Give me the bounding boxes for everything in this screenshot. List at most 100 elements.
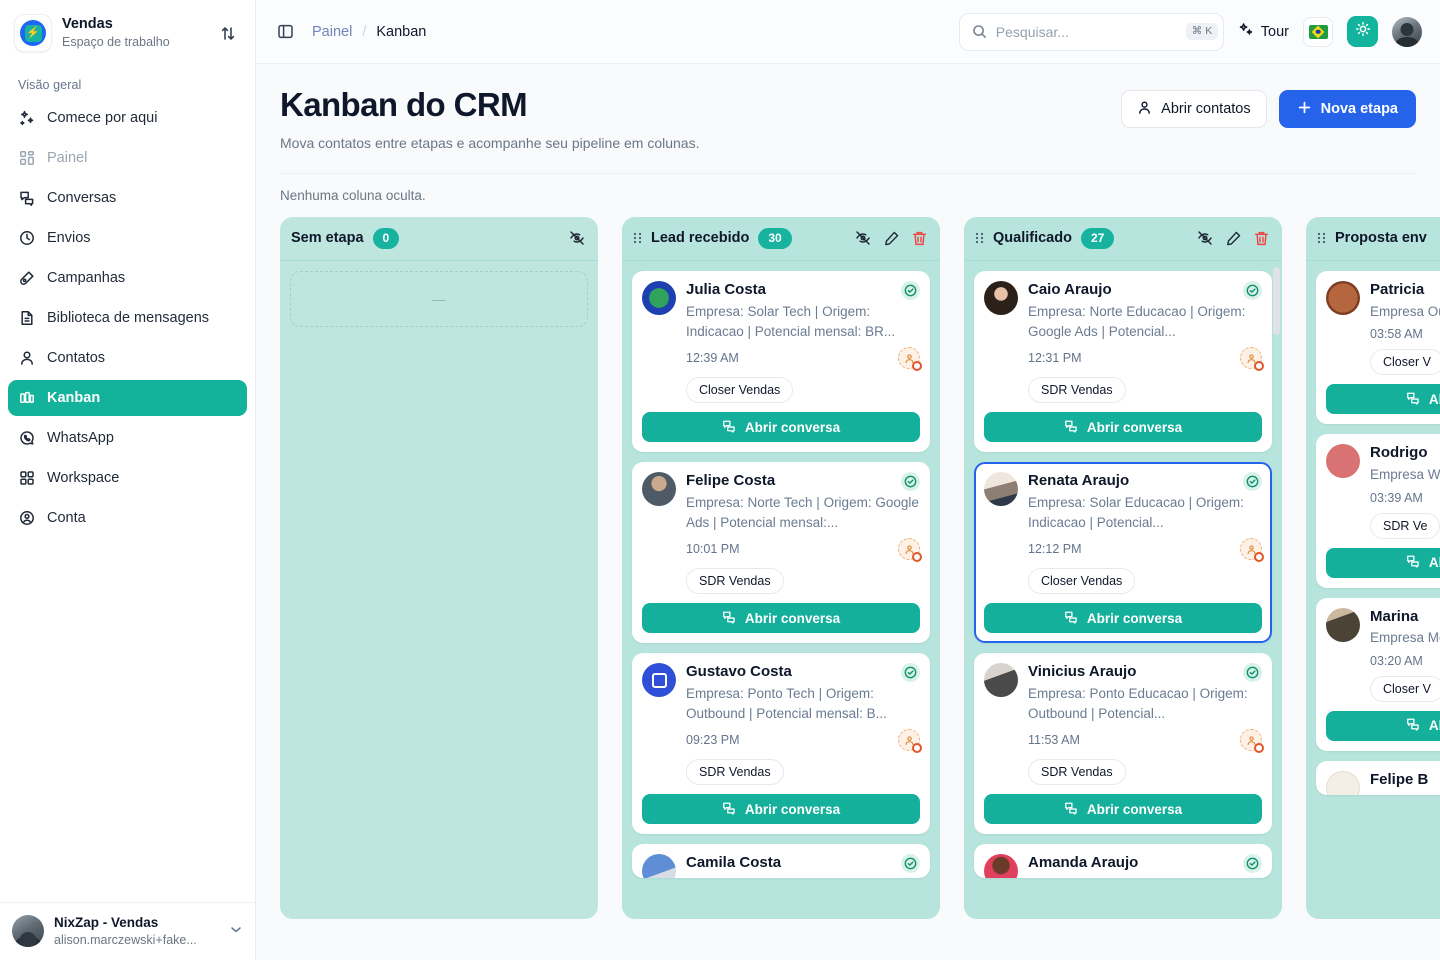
card-tag[interactable]: Closer V [1370,349,1440,376]
column-body[interactable]: Patricia Empresa Outboun 03:58 AM Closer… [1306,261,1440,919]
open-conversation-button[interactable]: Abrir conversa [984,603,1262,634]
open-conversation-button[interactable]: Abrir conversa [984,412,1262,443]
sidebar-item-workspace[interactable]: Workspace [8,460,247,496]
sidebar-item-conta[interactable]: Conta [8,500,247,536]
drag-grip-icon[interactable] [975,231,984,246]
avatar [984,854,1018,879]
workspace-logo-icon: ⚡ [14,14,52,52]
column-body[interactable]: Julia Costa Empresa: Solar Tech | Origem… [622,261,940,919]
sidebar-item-envios[interactable]: Envios [8,220,247,256]
kanban-column-proposta-enviada[interactable]: Proposta env Patricia Empresa Outboun [1306,216,1440,919]
kanban-card[interactable]: Camila Costa [632,844,930,879]
card-tag[interactable]: SDR Vendas [1028,377,1126,404]
open-conversation-button[interactable]: Abrir conversa [642,794,920,825]
column-body[interactable]: — [280,261,598,919]
kanban-card[interactable]: Felipe B [1316,760,1440,795]
sidebar-item-label: Campanhas [47,270,126,286]
eye-off-icon[interactable] [854,229,872,247]
sidebar-user-box[interactable]: NixZap - Vendas alison.marczewski+fake..… [0,901,255,960]
open-conversation-button[interactable]: Abrir conversa [1326,547,1440,578]
kanban-column-lead-recebido[interactable]: Lead recebido 30 [622,216,940,919]
card-main: Marina Empresa Meta Ad 03:20 AM [1370,608,1440,668]
search-box[interactable]: ⌘ K [958,12,1224,51]
new-stage-button[interactable]: Nova etapa [1278,90,1416,128]
kanban-card[interactable]: Renata Araujo Empresa: Solar Educacao | … [974,462,1272,644]
sidebar-item-comece-por-aqui[interactable]: Comece por aqui [8,100,247,136]
sidebar-item-painel[interactable]: Painel [8,140,247,176]
panel-toggle-icon[interactable] [272,19,298,45]
kanban-card[interactable]: Amanda Araujo [974,844,1272,879]
column-scrollbar[interactable] [1273,266,1280,899]
column-body[interactable]: Caio Araujo Empresa: Norte Educacao | Or… [964,261,1282,919]
sidebar-user-name: NixZap - Vendas [54,914,159,930]
eye-off-icon[interactable] [1196,229,1214,247]
sun-icon [1355,21,1371,42]
search-shortcut-badge: ⌘ K [1185,23,1219,40]
document-icon [18,310,35,327]
kanban-card[interactable]: Caio Araujo Empresa: Norte Educacao | Or… [974,270,1272,453]
scrollbar-thumb[interactable] [1273,266,1280,335]
whatsapp-icon [18,430,35,447]
chevron-double-down-icon[interactable] [229,923,243,940]
kanban-card[interactable]: Patricia Empresa Outboun 03:58 AM Closer… [1316,270,1440,425]
card-top: Renata Araujo Empresa: Solar Educacao | … [984,472,1264,563]
theme-toggle-button[interactable] [1347,16,1378,47]
card-top: Patricia Empresa Outboun 03:58 AM [1326,280,1440,341]
open-conversation-label: Abrir conversa [1428,555,1440,571]
card-main: Felipe B [1370,771,1440,795]
workspace-switch-icon[interactable] [215,20,241,46]
kanban-card[interactable]: Felipe Costa Empresa: Norte Tech | Orige… [632,462,930,644]
card-tag[interactable]: SDR Vendas [1028,759,1126,786]
kanban-card[interactable]: Gustavo Costa Empresa: Ponto Tech | Orig… [632,653,930,835]
card-contact-name: Julia Costa [686,280,767,298]
pencil-icon[interactable] [883,230,900,247]
open-conversation-button[interactable]: Abrir conversa [984,794,1262,825]
card-contact-name: Caio Araujo [1028,280,1112,298]
kanban-card[interactable]: Vinicius Araujo Empresa: Ponto Educacao … [974,653,1272,835]
card-tag[interactable]: SDR Ve [1370,512,1440,539]
card-tag[interactable]: SDR Vendas [686,759,784,786]
open-conversation-button[interactable]: Abrir conversa [1326,384,1440,415]
open-conversation-button[interactable]: Abrir conversa [642,412,920,443]
language-button[interactable] [1303,16,1333,47]
kanban-card[interactable]: Marina Empresa Meta Ad 03:20 AM Closer V [1316,597,1440,751]
tour-button[interactable]: Tour [1238,22,1289,42]
kanban-column-qualificado[interactable]: Qualificado 27 [964,216,1282,919]
sidebar-item-conversas[interactable]: Conversas [8,180,247,216]
card-meta: 03:39 AM [1370,491,1440,505]
open-contacts-button[interactable]: Abrir contatos [1121,90,1267,128]
column-count-badge: 27 [1080,228,1115,249]
sidebar-item-kanban[interactable]: Kanban [8,380,247,416]
sidebar-item-campanhas[interactable]: Campanhas [8,260,247,296]
trash-icon[interactable] [911,230,928,247]
column-header: Proposta env [1306,217,1440,261]
kanban-column-sem-etapa[interactable]: Sem etapa 0 — [280,216,598,919]
card-tag[interactable]: Closer Vendas [1028,568,1136,595]
card-contact-name: Amanda Araujo [1028,854,1139,872]
workspace-header[interactable]: ⚡ Vendas Espaço de trabalho [0,0,255,64]
card-contact-name: Felipe Costa [686,472,776,490]
card-tag[interactable]: Closer Vendas [686,377,794,404]
open-conversation-label: Abrir conversa [744,419,841,435]
main-area: Painel / Kanban ⌘ K [256,0,1440,960]
kanban-card[interactable]: Rodrigo Empresa Webinar 03:39 AM SDR Ve [1316,434,1440,588]
kanban-board[interactable]: Sem etapa 0 — [256,216,1440,960]
sidebar-item-biblioteca-de-mensagens[interactable]: Biblioteca de mensagens [8,300,247,336]
open-conversation-button[interactable]: Abrir conversa [642,603,920,634]
card-main: Patricia Empresa Outboun 03:58 AM [1370,281,1440,341]
account-avatar[interactable] [1392,16,1422,47]
card-tag[interactable]: Closer V [1370,675,1440,702]
breadcrumb-parent[interactable]: Painel [312,23,353,40]
sidebar-item-contatos[interactable]: Contatos [8,340,247,376]
kanban-card[interactable]: Julia Costa Empresa: Solar Tech | Origem… [632,270,930,453]
open-conversation-button[interactable]: Abrir conversa [1326,710,1440,741]
sidebar-item-whatsapp[interactable]: WhatsApp [8,420,247,456]
trash-icon[interactable] [1253,230,1270,247]
eye-off-icon[interactable] [568,229,586,247]
drag-grip-icon[interactable] [633,231,642,246]
search-input[interactable] [995,23,1177,40]
pencil-icon[interactable] [1225,230,1242,247]
drag-grip-icon[interactable] [1317,231,1326,246]
sidebar-user-text: NixZap - Vendas alison.marczewski+fake..… [54,915,219,948]
card-tag[interactable]: SDR Vendas [686,568,784,595]
